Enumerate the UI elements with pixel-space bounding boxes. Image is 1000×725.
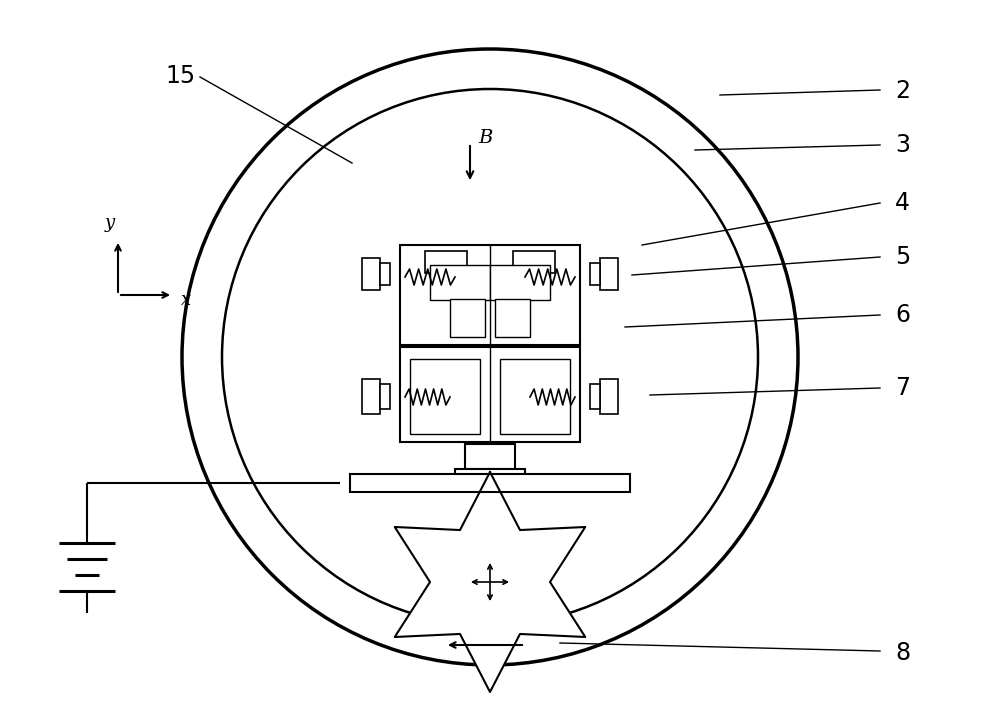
Bar xyxy=(450,299,485,337)
Bar xyxy=(362,258,380,290)
Bar xyxy=(430,265,490,300)
Bar xyxy=(410,359,480,434)
Text: 2: 2 xyxy=(895,78,910,103)
Text: 4: 4 xyxy=(895,191,910,215)
Bar xyxy=(513,251,555,273)
Circle shape xyxy=(182,49,798,665)
Bar xyxy=(495,299,530,337)
Text: 7: 7 xyxy=(895,376,910,400)
Text: 3: 3 xyxy=(895,133,910,157)
Bar xyxy=(465,444,515,469)
Bar xyxy=(380,263,390,285)
Bar xyxy=(400,245,580,345)
Bar xyxy=(600,379,618,414)
Bar xyxy=(490,265,550,300)
Bar xyxy=(380,384,390,409)
Bar xyxy=(600,258,618,290)
Polygon shape xyxy=(395,472,585,692)
Bar xyxy=(500,359,570,434)
Bar xyxy=(455,469,525,479)
Text: x: x xyxy=(181,291,191,309)
Bar xyxy=(350,474,630,492)
Text: 8: 8 xyxy=(895,640,910,665)
Text: y: y xyxy=(105,214,115,232)
Text: 5: 5 xyxy=(895,245,910,270)
Bar xyxy=(362,379,380,414)
Bar xyxy=(400,347,580,442)
Text: 6: 6 xyxy=(895,303,910,328)
Bar xyxy=(425,251,467,273)
Bar xyxy=(590,384,600,409)
Text: B: B xyxy=(478,129,492,147)
Bar xyxy=(590,263,600,285)
Text: 15: 15 xyxy=(165,64,195,88)
